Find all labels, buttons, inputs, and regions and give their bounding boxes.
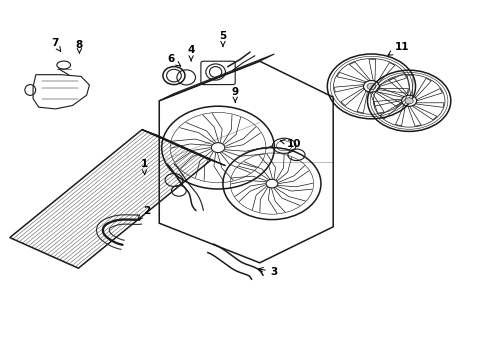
Text: 9: 9 xyxy=(232,87,239,102)
Text: 10: 10 xyxy=(280,139,301,149)
Text: 1: 1 xyxy=(141,159,148,175)
Circle shape xyxy=(405,98,414,104)
Text: 8: 8 xyxy=(76,40,83,53)
Text: 7: 7 xyxy=(51,38,61,51)
Text: 5: 5 xyxy=(220,31,226,46)
Text: 2: 2 xyxy=(138,206,150,220)
Text: 4: 4 xyxy=(187,45,195,61)
Text: 6: 6 xyxy=(168,54,180,66)
Text: 11: 11 xyxy=(388,42,409,55)
Circle shape xyxy=(367,83,376,90)
Text: 3: 3 xyxy=(259,267,278,277)
